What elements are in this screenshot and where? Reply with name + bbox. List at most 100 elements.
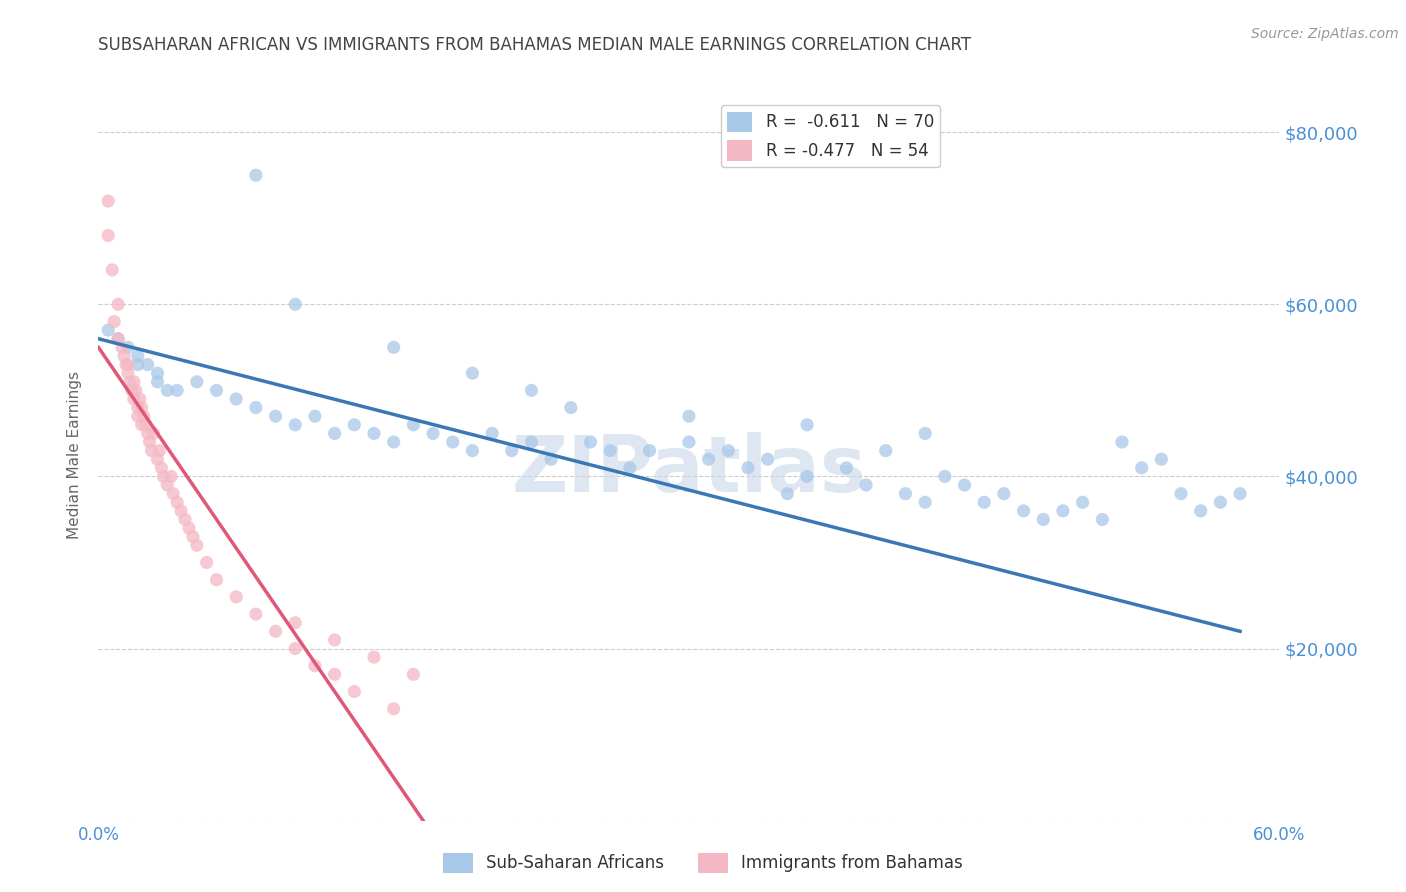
Point: [245, 607, 267, 621]
Point: [128, 392, 150, 406]
Point: [382, 340, 405, 354]
Point: [131, 417, 153, 432]
Point: [638, 443, 661, 458]
Point: [111, 340, 134, 354]
Point: [323, 632, 346, 647]
Point: [678, 409, 700, 424]
Point: [540, 452, 562, 467]
Point: [284, 417, 307, 432]
Point: [245, 168, 267, 182]
Point: [170, 504, 193, 518]
Point: [136, 426, 159, 441]
Point: [1071, 495, 1094, 509]
Point: [1189, 504, 1212, 518]
Point: [122, 392, 145, 406]
Point: [101, 263, 124, 277]
Point: [284, 641, 307, 656]
Point: [323, 667, 346, 681]
Point: [1170, 486, 1192, 500]
Text: Source: ZipAtlas.com: Source: ZipAtlas.com: [1251, 27, 1399, 41]
Point: [225, 392, 247, 406]
Point: [579, 435, 602, 450]
Point: [121, 384, 143, 398]
Point: [166, 384, 188, 398]
Point: [382, 435, 405, 450]
Point: [1012, 504, 1035, 518]
Point: [776, 486, 799, 500]
Point: [152, 469, 174, 483]
Point: [1111, 435, 1133, 450]
Point: [382, 702, 405, 716]
Point: [177, 521, 200, 535]
Point: [993, 486, 1015, 500]
Point: [186, 538, 208, 552]
Legend: Sub-Saharan Africans, Immigrants from Bahamas: Sub-Saharan Africans, Immigrants from Ba…: [436, 847, 970, 880]
Point: [1052, 504, 1074, 518]
Point: [97, 228, 120, 243]
Point: [343, 684, 366, 698]
Point: [127, 349, 149, 363]
Point: [894, 486, 917, 500]
Point: [127, 358, 149, 372]
Point: [156, 478, 179, 492]
Point: [97, 194, 120, 208]
Point: [186, 375, 208, 389]
Point: [284, 615, 307, 630]
Point: [107, 297, 129, 311]
Point: [117, 358, 139, 372]
Point: [520, 384, 543, 398]
Point: [141, 443, 163, 458]
Point: [132, 409, 155, 424]
Point: [146, 452, 169, 467]
Point: [560, 401, 582, 415]
Point: [717, 443, 740, 458]
Point: [107, 332, 129, 346]
Point: [973, 495, 995, 509]
Point: [162, 486, 184, 500]
Point: [115, 358, 138, 372]
Point: [148, 443, 170, 458]
Point: [138, 435, 160, 450]
Point: [156, 384, 179, 398]
Point: [122, 375, 145, 389]
Text: SUBSAHARAN AFRICAN VS IMMIGRANTS FROM BAHAMAS MEDIAN MALE EARNINGS CORRELATION C: SUBSAHARAN AFRICAN VS IMMIGRANTS FROM BA…: [98, 36, 972, 54]
Point: [117, 340, 139, 354]
Point: [619, 460, 641, 475]
Point: [245, 401, 267, 415]
Point: [796, 417, 818, 432]
Point: [441, 435, 464, 450]
Point: [142, 426, 165, 441]
Text: ZIPatlas: ZIPatlas: [512, 432, 866, 508]
Point: [835, 460, 858, 475]
Point: [97, 323, 120, 337]
Point: [1091, 512, 1114, 526]
Y-axis label: Median Male Earnings: Median Male Earnings: [67, 371, 83, 539]
Point: [1130, 460, 1153, 475]
Point: [402, 667, 425, 681]
Point: [875, 443, 897, 458]
Point: [796, 469, 818, 483]
Point: [678, 435, 700, 450]
Point: [1032, 512, 1054, 526]
Point: [323, 426, 346, 441]
Point: [166, 495, 188, 509]
Point: [501, 443, 523, 458]
Point: [225, 590, 247, 604]
Legend: R =  -0.611   N = 70, R = -0.477   N = 54: R = -0.611 N = 70, R = -0.477 N = 54: [720, 105, 941, 167]
Point: [135, 417, 157, 432]
Point: [402, 417, 425, 432]
Point: [1150, 452, 1173, 467]
Point: [520, 435, 543, 450]
Point: [181, 530, 204, 544]
Point: [146, 366, 169, 380]
Point: [481, 426, 503, 441]
Point: [422, 426, 444, 441]
Point: [205, 384, 228, 398]
Point: [461, 366, 484, 380]
Point: [195, 556, 218, 570]
Point: [737, 460, 759, 475]
Point: [855, 478, 877, 492]
Point: [914, 495, 936, 509]
Point: [264, 624, 287, 639]
Point: [363, 426, 385, 441]
